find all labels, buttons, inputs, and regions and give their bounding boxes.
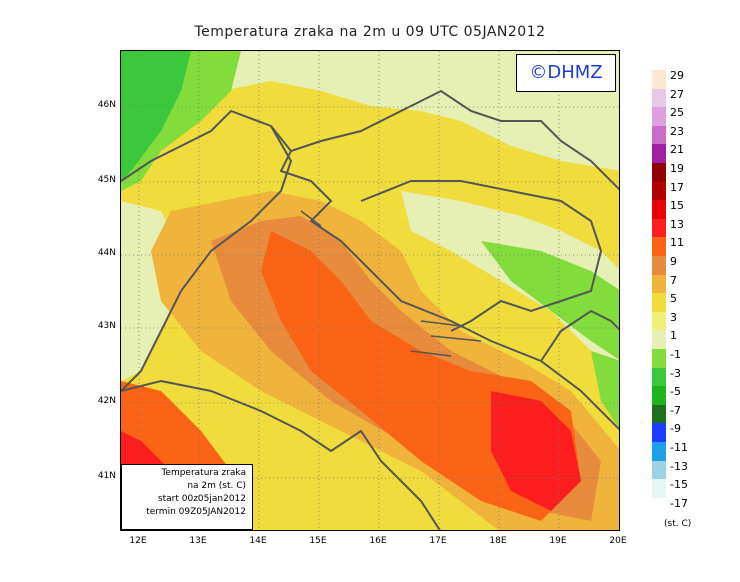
legend-label: 17 [670,180,684,194]
legend-label: 15 [670,199,684,213]
lon-label-15e: 15E [309,536,327,546]
legend-swatch [652,386,666,405]
legend-label: -5 [670,385,681,399]
grid-lines [121,51,619,530]
legend-swatch [652,107,666,126]
legend-label: 27 [670,87,684,101]
legend-label: 25 [670,106,684,120]
info-line-2: na 2m (st. C) [187,481,246,491]
info-box: Temperatura zraka na 2m (st. C) start 00… [121,464,253,530]
legend-label: -15 [670,478,688,492]
field-zone-light-green-north [121,51,619,171]
legend-swatch [652,144,666,163]
legend-label: 5 [670,292,677,306]
field-zone-light-green-bosnia [401,191,619,370]
legend-label: 21 [670,143,684,157]
legend-swatch [652,88,666,108]
lat-label-45n: 45N [97,175,116,185]
legend-label: 1 [670,329,677,343]
legend-label: -1 [670,348,681,361]
lat-label-46n: 46N [97,100,116,110]
lon-label-20e: 20E [609,536,627,546]
field-zone-red-southeast [491,391,581,511]
lon-label-13e: 13E [189,536,207,546]
legend-label: -7 [670,403,681,417]
legend-swatch [652,423,666,442]
legend-swatch [652,163,666,182]
legend-label: 3 [670,310,677,324]
border-north [290,89,619,191]
island-outlines [300,210,482,357]
legend-swatch [652,460,666,480]
legend-swatch [652,311,666,331]
info-line-3: start 00z05jan2012 [157,494,246,504]
lat-label-43n: 43N [97,321,116,331]
field-zone-green-southeast [591,351,619,428]
legend-label: 7 [670,273,677,287]
info-line-1: Temperatura zraka [161,468,246,478]
lat-label-44n: 44N [97,248,116,258]
legend-label: -9 [670,422,681,436]
map-title: Temperatura zraka na 2m u 09 UTC 05JAN20… [194,24,546,40]
legend-swatch [652,200,666,219]
legend-swatch [652,479,666,498]
legend-swatch [652,404,666,424]
lon-label-16e: 16E [369,536,387,546]
legend-label: -13 [670,459,688,473]
lon-label-17e: 17E [429,536,447,546]
legend-swatch [652,125,666,145]
legend-label: 19 [670,162,684,175]
legend-unit: (st. C) [664,519,692,529]
coastline-gargano [121,379,441,530]
lon-label-14e: 14E [249,536,267,546]
legend-label: -3 [670,366,681,380]
legend-swatch [652,256,666,275]
temperature-map [120,50,620,531]
legend-swatch [652,442,666,461]
legend-label: 13 [670,217,684,231]
lon-label-12e: 12E [129,536,147,546]
field-zone-darkgreen-northwest [121,51,191,181]
coastline-croatia [270,125,619,431]
info-line-4: termin 09Z05JAN2012 [146,507,246,517]
color-legend: 29 27 25 23 21 19 17 15 13 11 9 7 5 3 1 -1 -3 -5 -7 -9 -11 -1… [652,69,716,520]
legend-swatch [652,274,666,294]
legend-swatch [652,367,666,387]
dhmz-logo: ©DHMZ [516,54,616,92]
legend-label: 23 [670,124,684,138]
legend-label: 9 [670,255,677,268]
legend-swatch [652,181,666,201]
lon-label-18e: 18E [489,536,507,546]
legend-swatch [652,218,666,238]
coastline-italy [121,109,293,392]
lat-label-42n: 42N [97,396,116,406]
border-bosnia [360,180,603,332]
legend-swatch [652,349,666,368]
temperature-field [121,51,619,530]
legend-swatch [652,497,666,517]
lon-label-19e: 19E [549,536,567,546]
legend-label: -11 [670,441,688,454]
legend-swatch [652,237,666,256]
lat-label-41n: 41N [97,471,116,481]
legend-label: -17 [670,496,688,510]
legend-swatch [652,330,666,349]
field-zone-green-east [481,241,619,360]
border-montenegro [540,309,619,362]
legend-swatch [652,293,666,312]
legend-swatch [652,70,666,89]
legend-label: 29 [670,69,684,82]
legend-label: 11 [670,236,684,250]
